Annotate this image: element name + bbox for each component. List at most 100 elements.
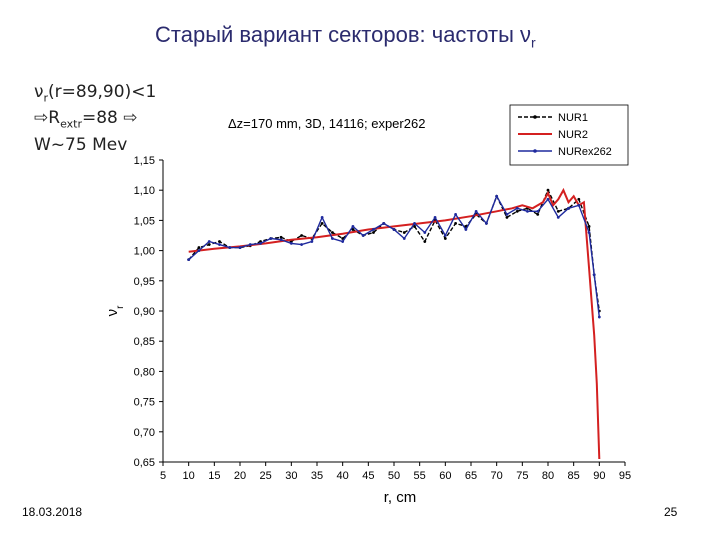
data-point-nur1 [331, 231, 334, 234]
y-tick-label: 0,65 [134, 457, 155, 469]
x-tick-label: 75 [516, 470, 528, 482]
data-point-nur1 [454, 222, 457, 225]
data-point-nurex262 [495, 194, 499, 198]
y-axis-label-main: ν [104, 309, 121, 317]
data-point-nurex262 [187, 258, 191, 262]
y-tick-label: 0,75 [134, 397, 155, 409]
data-point-nur1 [300, 234, 303, 237]
x-tick-label: 10 [183, 470, 195, 482]
legend-marker-nurex262 [533, 149, 537, 153]
data-point-nurex262 [546, 197, 550, 201]
data-point-nurex262 [269, 237, 273, 240]
y-tick-label: 0,70 [134, 427, 155, 439]
data-point-nur1 [505, 215, 509, 219]
data-point-nurex262 [474, 209, 478, 213]
x-tick-label: 55 [414, 470, 426, 482]
data-point-nurex262 [587, 231, 591, 234]
data-point-nurex262 [413, 222, 416, 225]
data-point-nurex262 [351, 225, 355, 228]
legend-label-nur1: NUR1 [558, 112, 588, 124]
slide-number: 25 [664, 505, 678, 519]
y-tick-label: 0,95 [134, 276, 155, 288]
data-point-nur1 [351, 228, 355, 231]
data-point-nurex262 [423, 231, 427, 234]
note-nu: ν [34, 82, 44, 102]
data-point-nurex262 [485, 222, 488, 225]
data-point-nurex262 [454, 212, 457, 216]
note-r-value: =88 ⇨ [81, 108, 138, 129]
x-tick-label: 70 [491, 470, 503, 482]
y-tick-label: 1,00 [134, 246, 155, 258]
note-r-sub: extr [60, 117, 82, 131]
data-point-nurex262 [433, 215, 437, 219]
data-point-nurex262 [592, 273, 596, 277]
data-point-nurex262 [248, 243, 252, 246]
y-axis-label-sub: r [115, 305, 126, 309]
data-point-nur1 [402, 231, 406, 234]
data-point-nur1 [372, 231, 375, 234]
y-tick-label: 1,10 [134, 185, 155, 197]
data-point-nurex262 [207, 240, 211, 243]
note-r: ⇨R [34, 108, 61, 129]
x-tick-label: 25 [260, 470, 272, 482]
series-line-nurex262 [188, 194, 600, 318]
data-point-nurex262 [310, 240, 314, 243]
x-tick-label: 65 [465, 470, 477, 482]
data-point-nurex262 [238, 246, 242, 249]
data-point-nurex262 [464, 228, 468, 231]
note-line-2: ⇨Rextr=88 ⇨ [34, 108, 156, 134]
data-point-nurex262 [402, 237, 406, 240]
data-point-nurex262 [443, 234, 447, 237]
data-point-nur1 [556, 209, 560, 213]
data-point-nurex262 [392, 228, 396, 231]
x-tick-label: 35 [311, 470, 323, 482]
data-point-nur1 [279, 235, 283, 239]
y-tick-label: 1,05 [134, 215, 155, 227]
data-point-nurex262 [597, 315, 601, 319]
x-tick-label: 40 [337, 470, 349, 482]
data-point-nurex262 [515, 206, 519, 210]
slide-title-main: Старый вариант секторов: частоты ν [155, 22, 532, 47]
side-note: νr(r=89,90)<1 ⇨Rextr=88 ⇨ W~75 Mev [34, 82, 156, 156]
data-point-nur1 [341, 237, 345, 240]
data-point-nurex262 [320, 215, 324, 219]
x-tick-label: 60 [439, 470, 451, 482]
data-point-nur1 [577, 197, 581, 201]
data-point-nurex262 [505, 212, 509, 216]
x-tick-label: 45 [362, 470, 374, 482]
data-point-nurex262 [300, 243, 303, 246]
slide-date: 18.03.2018 [22, 505, 83, 519]
data-point-nur1 [197, 246, 201, 249]
data-point-nurex262 [228, 246, 232, 249]
y-tick-label: 0,90 [134, 306, 155, 318]
data-point-nurex262 [382, 222, 386, 225]
chart-annotation: Δz=170 mm, 3D, 14116; exper262 [228, 116, 426, 131]
series-line-nur2 [188, 187, 601, 460]
x-tick-label: 30 [285, 470, 297, 482]
data-point-nur1 [536, 212, 540, 216]
data-point-nurex262 [556, 215, 560, 219]
data-point-nur1 [515, 209, 519, 213]
legend-marker-nur1 [533, 115, 537, 119]
data-point-nurex262 [526, 209, 529, 213]
y-axis-label: νr [104, 305, 126, 317]
x-tick-label: 90 [593, 470, 605, 482]
data-point-nur1 [546, 188, 550, 192]
x-tick-label: 5 [160, 470, 166, 482]
y-tick-label: 1,15 [134, 155, 155, 167]
data-point-nur1 [207, 243, 211, 246]
note-line-1: νr(r=89,90)<1 [34, 82, 156, 108]
data-point-nurex262 [218, 243, 221, 246]
data-point-nurex262 [197, 249, 201, 253]
data-point-nurex262 [536, 209, 540, 213]
x-axis-label: r, cm [384, 489, 417, 506]
data-point-nur1 [413, 225, 416, 228]
note-nu-sub: r [43, 91, 49, 105]
data-point-nur1 [320, 222, 324, 225]
x-tick-label: 50 [388, 470, 400, 482]
slide-title: Старый вариант секторов: частоты νr [155, 22, 536, 50]
x-tick-label: 85 [568, 470, 580, 482]
data-point-nur1 [218, 240, 221, 243]
data-point-nurex262 [279, 238, 283, 242]
data-point-nur1 [443, 237, 447, 240]
